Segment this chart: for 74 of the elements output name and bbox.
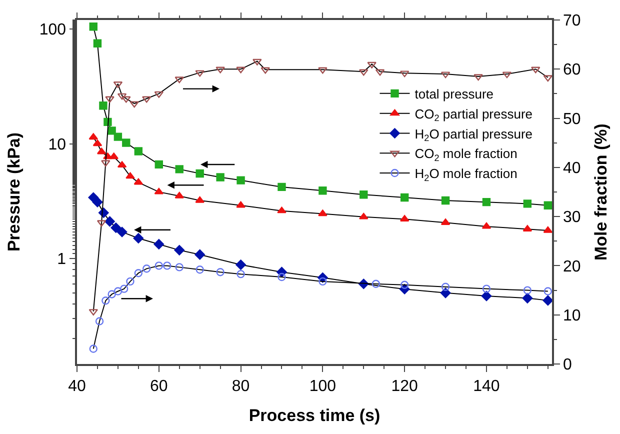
point [154, 188, 164, 194]
point [154, 239, 164, 250]
point [175, 165, 184, 174]
point [92, 196, 103, 208]
point [482, 198, 491, 206]
point [482, 222, 492, 229]
point [134, 147, 143, 156]
point [154, 160, 163, 169]
point [109, 152, 118, 160]
point [174, 192, 184, 198]
x-tick-label: 100 [309, 378, 336, 395]
point [88, 133, 98, 140]
y2-tick-label: 20 [562, 258, 581, 276]
x-axis-title: Process time (s) [248, 406, 380, 425]
point [278, 182, 286, 192]
legend-label: H$_{2}$O mole fraction [414, 166, 518, 183]
legend-label: CO$_{2}$ mole fraction [414, 146, 518, 163]
point [126, 172, 135, 179]
y-tick-label: 100 [39, 22, 66, 39]
point [542, 295, 554, 306]
point [110, 222, 122, 233]
point [92, 140, 102, 146]
y2-tick-label: 10 [562, 307, 581, 324]
point [174, 245, 185, 256]
x-tick-label: 140 [473, 378, 500, 395]
point [400, 193, 409, 202]
point [93, 39, 102, 48]
point [236, 201, 246, 208]
point [236, 260, 246, 270]
y2-tick-label: 70 [562, 12, 581, 30]
y2-tick-label: 30 [562, 209, 581, 226]
point [122, 138, 130, 147]
x-tick-label: 40 [68, 378, 86, 395]
point [277, 206, 286, 214]
point [441, 196, 450, 205]
y2-tick-label: 40 [562, 160, 581, 178]
point [89, 22, 98, 31]
y-tick-label: 1 [57, 251, 66, 268]
point [108, 126, 116, 135]
point [522, 293, 533, 304]
point [196, 169, 204, 178]
y-axis-title: Pressure (kPa) [4, 132, 24, 252]
point [195, 196, 204, 203]
y2-tick-label: 50 [562, 110, 581, 128]
point [543, 226, 553, 233]
point [216, 173, 224, 182]
y2-tick-label: 60 [562, 62, 581, 79]
point [114, 132, 122, 141]
point [318, 210, 328, 216]
point [523, 200, 532, 208]
x-tick-label: 120 [391, 378, 418, 395]
legend-label: CO$_{2}$ partial pressure [414, 106, 533, 124]
point [318, 186, 327, 195]
point [134, 178, 144, 185]
point [194, 249, 205, 260]
point [99, 102, 108, 110]
point [236, 176, 245, 184]
point [544, 201, 552, 210]
x-tick-label: 60 [150, 378, 168, 395]
point [133, 233, 144, 244]
point [440, 218, 450, 226]
point [359, 212, 368, 220]
x-tick-label: 80 [232, 378, 250, 395]
y2-axis-title: Mole fraction (%) [592, 124, 611, 260]
point [481, 290, 492, 302]
y-tick-label: 10 [48, 136, 66, 154]
point [117, 161, 127, 168]
point [116, 226, 128, 238]
legend-label: total pressure [414, 86, 494, 102]
point [360, 190, 368, 199]
point [96, 148, 106, 154]
y2-tick-label: 0 [562, 356, 572, 374]
point [104, 216, 115, 227]
legend-label: H$_{2}$O partial pressure [414, 126, 533, 144]
